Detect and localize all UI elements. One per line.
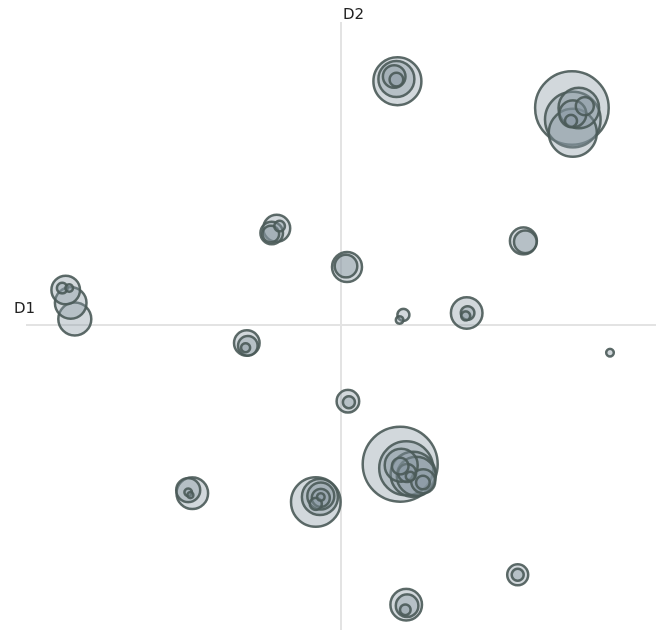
bubble-point [390,456,410,476]
bubble-point [398,603,412,617]
bubble-point [394,314,405,326]
bubble-point [574,95,596,117]
y-axis-label: D2 [343,5,364,23]
bubble-point [64,283,75,294]
bubble-point [404,470,417,482]
x-axis-label: D1 [14,299,35,317]
bubble-point [186,490,195,500]
bubble-point [333,253,359,279]
bubble-point [505,563,530,587]
bubble-point [563,113,579,129]
bubble-point [512,229,538,255]
bubble-point [55,281,69,295]
bubble-point [388,71,405,88]
bubble-point [414,474,431,491]
bubble-point [341,394,357,410]
bubble-point [273,219,287,233]
bubble-point [510,567,525,583]
bubble-point [315,491,326,503]
bubble-point [459,310,472,322]
bubble-point [239,341,252,354]
bubble-point [377,59,416,99]
bubble-point [381,63,407,90]
bubble-layer [50,55,616,622]
bubble-point [449,295,484,331]
bubble-point [604,347,616,358]
